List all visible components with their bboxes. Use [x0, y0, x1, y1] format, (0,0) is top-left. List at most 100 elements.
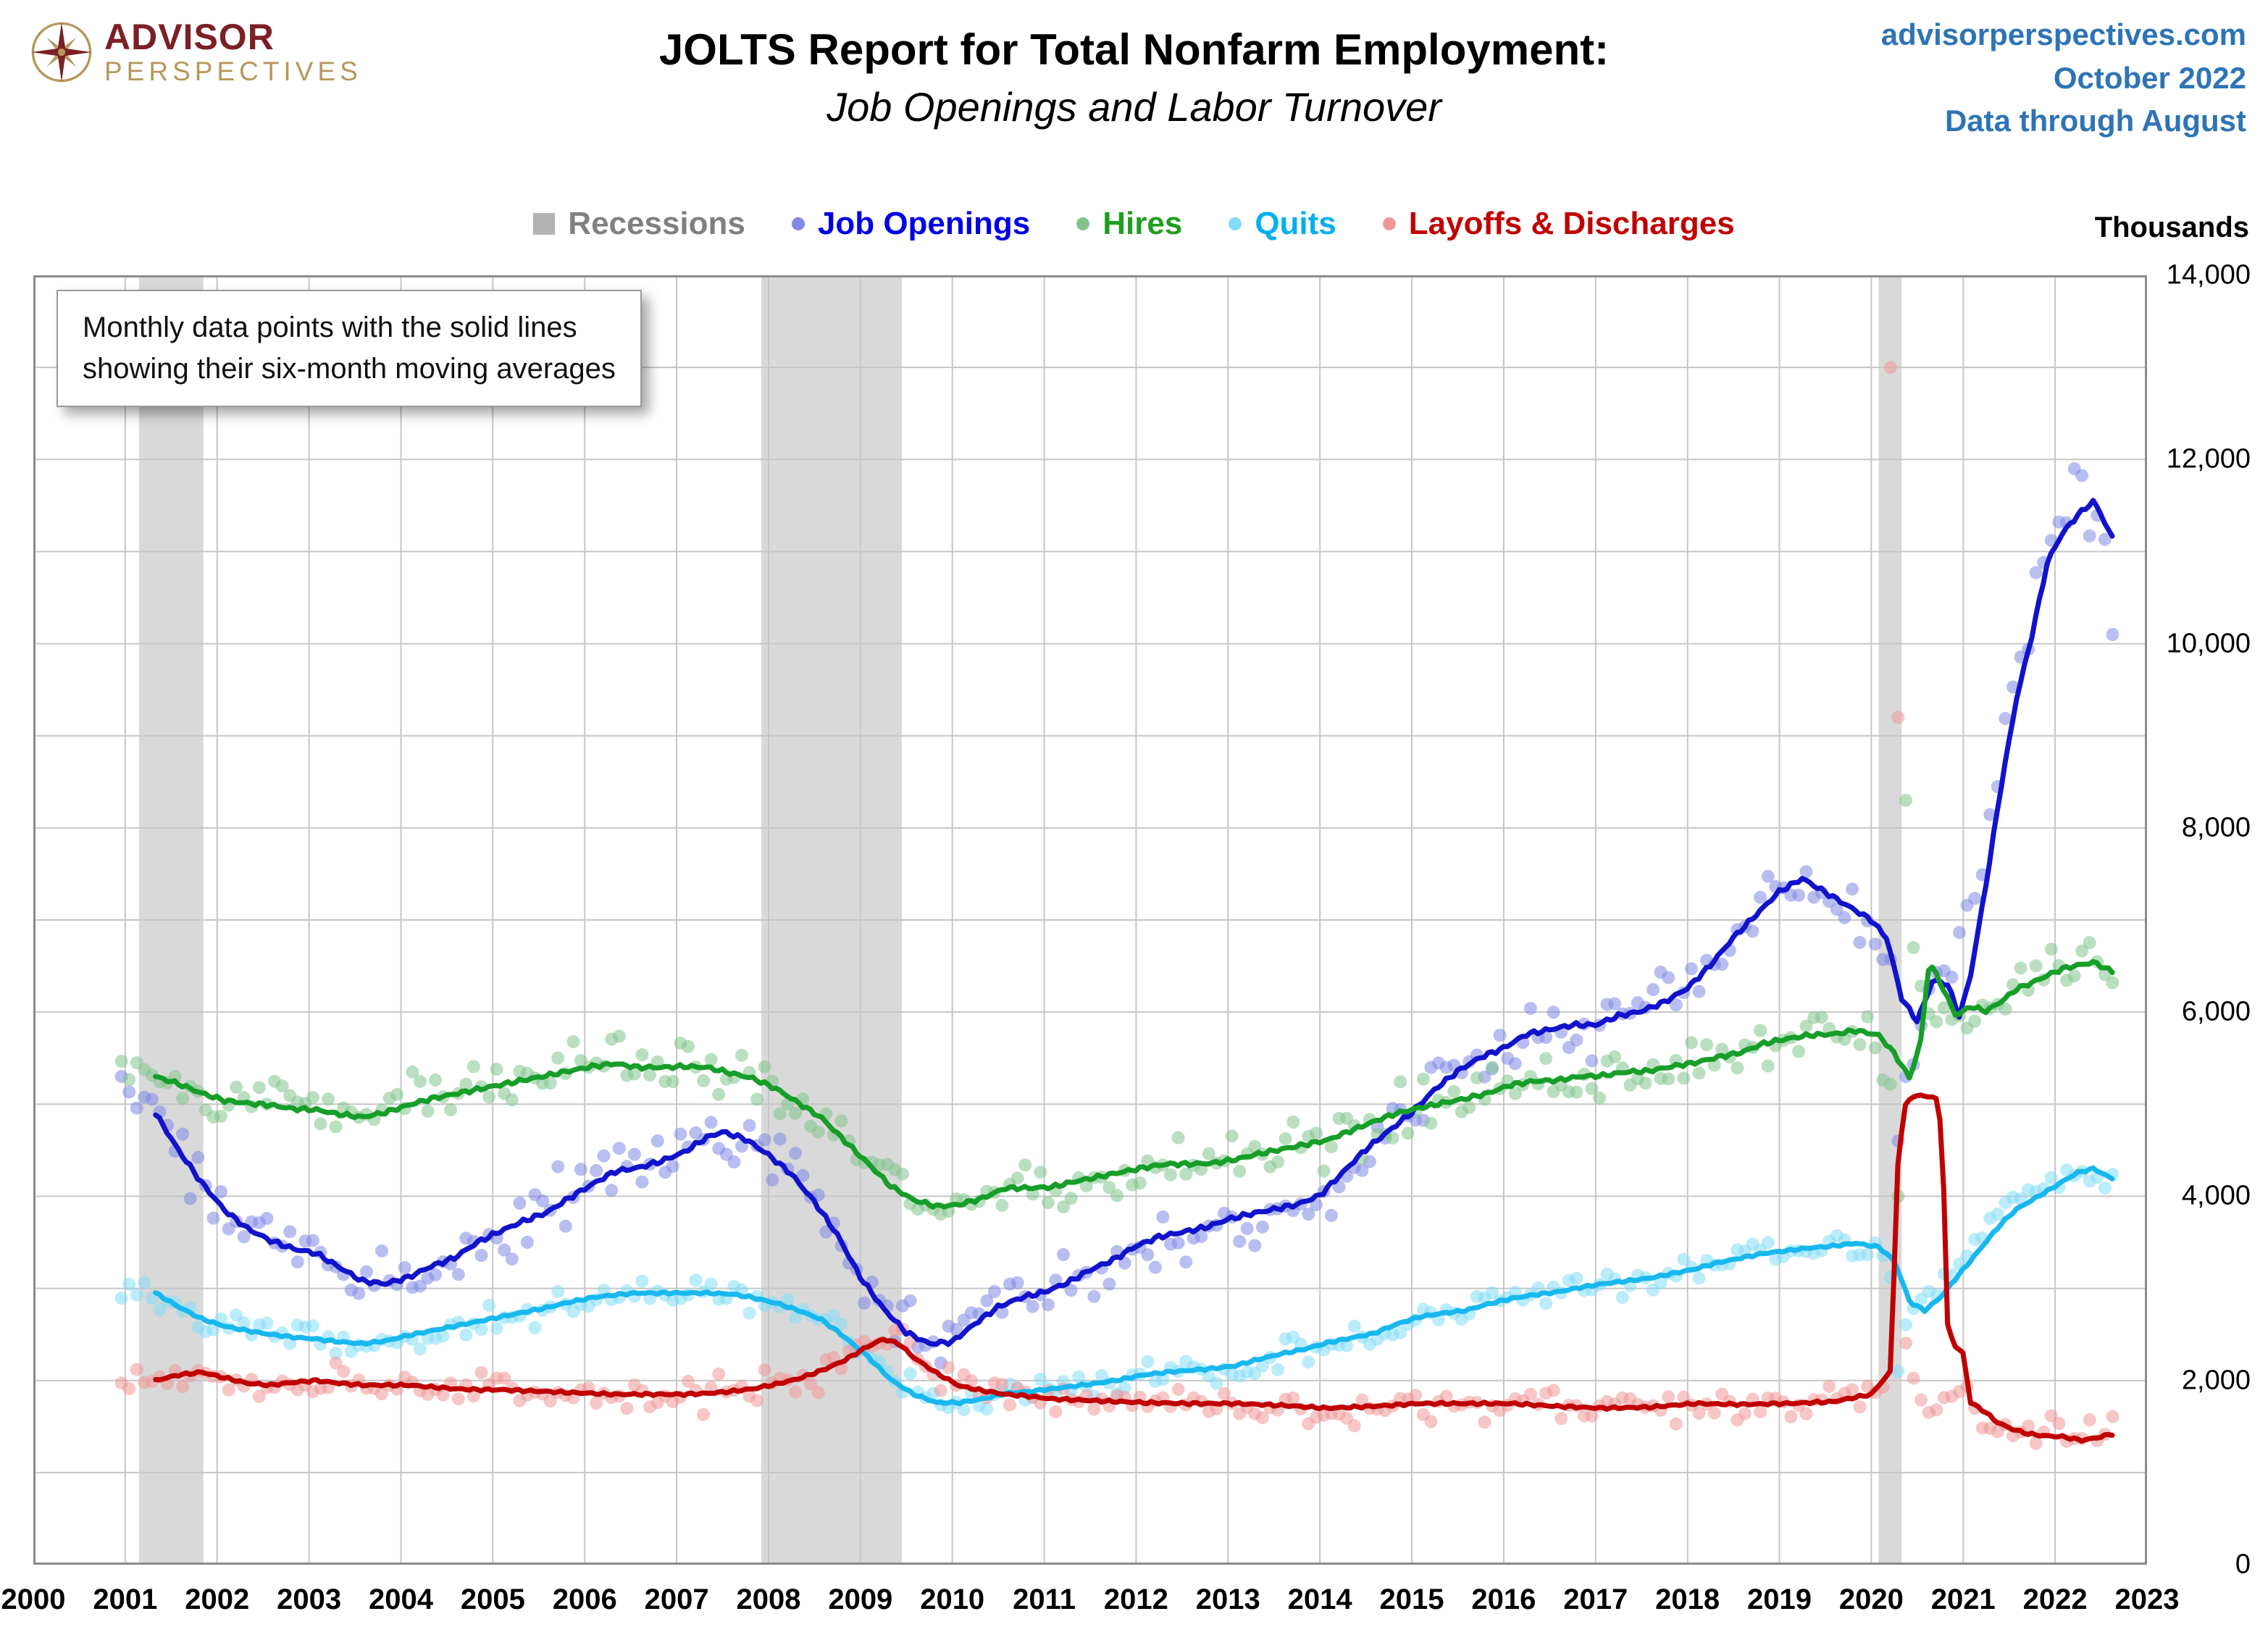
data-point	[1968, 892, 1982, 905]
data-point	[390, 1087, 404, 1101]
x-axis-label: 2002	[185, 1584, 250, 1615]
x-axis-label: 2022	[2022, 1584, 2088, 1615]
data-point	[1899, 1337, 1912, 1350]
data-point	[1570, 1033, 1583, 1047]
x-axis-label: 2003	[277, 1584, 342, 1615]
data-point	[1164, 1168, 1177, 1181]
data-point	[1761, 1236, 1775, 1250]
data-point	[1883, 1077, 1897, 1091]
logo-text: ADVISOR PERSPECTIVES	[104, 19, 362, 85]
data-point	[1347, 1419, 1361, 1433]
legend-item-quits: Quits	[1229, 206, 1336, 242]
data-point	[1110, 1189, 1123, 1202]
data-point	[742, 1306, 756, 1320]
x-axis-label: 2018	[1655, 1584, 1720, 1615]
data-point	[222, 1383, 235, 1397]
data-point	[375, 1244, 388, 1258]
data-point	[1286, 1115, 1300, 1129]
data-point	[2044, 1171, 2058, 1184]
data-point	[1547, 1005, 1560, 1019]
data-point	[704, 1381, 718, 1394]
data-point	[903, 1336, 917, 1350]
data-point	[957, 1403, 971, 1416]
data-point	[206, 1211, 220, 1225]
data-point	[206, 1323, 220, 1337]
data-point	[950, 1323, 963, 1337]
data-point	[635, 1175, 649, 1189]
data-point	[543, 1394, 557, 1408]
data-point	[482, 1090, 496, 1104]
data-point	[1585, 1409, 1599, 1423]
data-point	[1102, 1181, 1116, 1195]
x-axis-label: 2011	[1013, 1584, 1076, 1615]
x-axis-label: 2010	[920, 1584, 985, 1615]
data-point	[466, 1060, 480, 1074]
data-point	[543, 1076, 557, 1090]
data-point	[505, 1093, 519, 1107]
data-point	[1684, 1036, 1698, 1050]
data-point	[191, 1150, 205, 1164]
x-axis-label: 2020	[1838, 1584, 1904, 1615]
data-point	[2052, 1417, 2066, 1430]
data-point	[1064, 1192, 1078, 1205]
data-point	[1968, 1014, 1982, 1028]
header-meta: advisorperspectives.com October 2022 Dat…	[1881, 13, 2246, 143]
data-point	[1463, 1100, 1476, 1114]
data-point	[1325, 1140, 1338, 1154]
data-point	[421, 1104, 435, 1118]
data-point	[934, 1384, 947, 1397]
data-point	[1692, 1406, 1706, 1420]
data-point	[2083, 1413, 2096, 1426]
data-point	[804, 1377, 818, 1391]
data-point	[742, 1118, 756, 1132]
data-point	[1309, 1126, 1323, 1140]
data-point	[451, 1268, 465, 1281]
data-point	[566, 1035, 580, 1049]
data-point	[1271, 1155, 1284, 1168]
annotation-note: Monthly data points with the solid lines…	[57, 290, 642, 407]
data-point	[1915, 1393, 1928, 1407]
data-point	[1669, 998, 1683, 1012]
data-point	[1792, 1045, 1805, 1058]
data-point	[1830, 903, 1844, 916]
data-point	[1899, 1318, 1912, 1331]
data-point	[773, 1107, 787, 1121]
data-point	[597, 1149, 611, 1163]
data-point	[413, 1342, 427, 1356]
data-point	[1171, 1236, 1185, 1250]
data-point	[995, 1198, 1009, 1212]
data-point	[2106, 627, 2120, 641]
data-point	[1953, 926, 1966, 940]
plot-svg	[33, 275, 2147, 1565]
data-point	[1486, 1061, 1499, 1074]
data-point	[474, 1249, 488, 1262]
data-point	[260, 1316, 274, 1330]
data-point	[413, 1279, 427, 1293]
data-point	[283, 1225, 297, 1239]
data-point	[406, 1065, 419, 1079]
data-point	[942, 1360, 955, 1374]
data-point	[1279, 1132, 1292, 1145]
data-point	[1799, 1407, 1813, 1421]
data-point	[1891, 1365, 1905, 1378]
data-point	[1861, 1248, 1875, 1261]
site-link[interactable]: advisorperspectives.com	[1880, 17, 2246, 51]
legend: Recessions Job Openings Hires Quits Layo…	[0, 206, 2268, 242]
data-point	[1639, 1076, 1652, 1090]
data-point	[1141, 1355, 1155, 1368]
data-point	[558, 1219, 572, 1233]
data-point	[1255, 1359, 1269, 1373]
data-point	[627, 1147, 641, 1161]
data-point	[574, 1163, 587, 1176]
data-point	[214, 1110, 227, 1123]
data-point	[2075, 469, 2089, 482]
compass-rose-icon	[31, 22, 92, 82]
legend-item-hires: Hires	[1076, 206, 1182, 242]
data-point	[252, 1389, 266, 1403]
data-point	[528, 1321, 542, 1334]
data-point	[750, 1394, 764, 1408]
legend-label-layoffs: Layoffs & Discharges	[1408, 206, 1735, 241]
x-axis-label: 2007	[644, 1584, 709, 1615]
data-point	[1087, 1289, 1101, 1303]
data-point	[1034, 1166, 1047, 1179]
